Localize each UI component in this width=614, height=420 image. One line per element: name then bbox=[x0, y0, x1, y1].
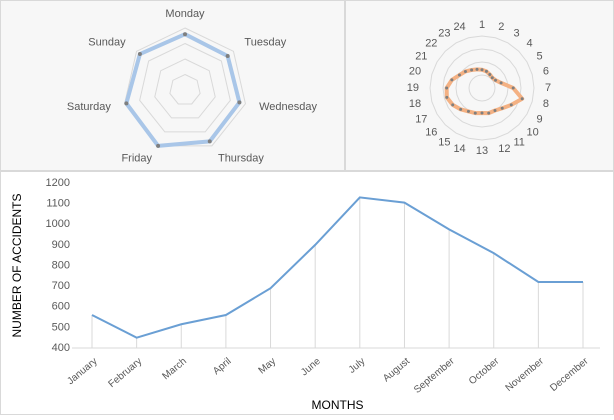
category-label: 19 bbox=[407, 82, 419, 94]
radar-point bbox=[459, 107, 463, 111]
y-tick-label: 600 bbox=[52, 301, 70, 313]
category-label: 4 bbox=[527, 37, 533, 49]
category-label: 11 bbox=[514, 136, 525, 148]
radar-point bbox=[490, 76, 494, 80]
category-label: Thursday bbox=[218, 152, 264, 164]
radar-point bbox=[487, 111, 491, 115]
radar-point bbox=[445, 95, 449, 99]
radar-ring bbox=[124, 27, 246, 147]
radar-point bbox=[500, 106, 504, 110]
radar-ring bbox=[429, 35, 535, 141]
panel-bottom bbox=[0, 171, 614, 415]
radar-ring bbox=[169, 73, 201, 105]
y-tick-label: 400 bbox=[52, 342, 70, 354]
panel-left bbox=[0, 0, 345, 171]
category-label: Saturday bbox=[67, 101, 112, 113]
y-tick-label: 900 bbox=[52, 239, 70, 251]
x-axis-title: MONTHS bbox=[312, 398, 364, 412]
panel-right bbox=[345, 0, 614, 171]
radar-point bbox=[225, 53, 230, 58]
category-label: 3 bbox=[514, 27, 520, 39]
category-label: 12 bbox=[498, 143, 510, 155]
category-label: 17 bbox=[415, 113, 427, 125]
category-label: 20 bbox=[409, 66, 421, 78]
radar-point bbox=[509, 103, 513, 107]
radar-point bbox=[475, 67, 479, 71]
category-label: 1 bbox=[479, 19, 485, 31]
category-label: 13 bbox=[476, 145, 488, 157]
y-axis-title: NUMBER OF ACCIDENTS bbox=[10, 193, 24, 337]
radar-ring bbox=[442, 48, 522, 128]
category-label: 2 bbox=[498, 21, 504, 33]
radar-point bbox=[494, 78, 498, 82]
radar-point bbox=[457, 73, 461, 77]
y-tick-label: 800 bbox=[52, 259, 70, 271]
category-label: 5 bbox=[537, 50, 543, 62]
category-label: 14 bbox=[453, 143, 465, 155]
radar-point bbox=[207, 139, 212, 144]
category-label: 15 bbox=[438, 136, 450, 148]
radar-point bbox=[520, 97, 524, 101]
radar-point bbox=[445, 86, 449, 90]
radar-point bbox=[451, 103, 455, 107]
category-label: 9 bbox=[537, 113, 543, 125]
radar-ring bbox=[154, 58, 216, 119]
radar-point bbox=[480, 68, 484, 72]
y-tick-label: 700 bbox=[52, 280, 70, 292]
radar-point bbox=[450, 78, 454, 82]
radar-area bbox=[124, 32, 242, 148]
category-label: 18 bbox=[409, 98, 421, 110]
radar-point bbox=[466, 109, 470, 113]
radar-point bbox=[493, 109, 497, 113]
radar-ring bbox=[139, 42, 231, 133]
category-label: 21 bbox=[415, 50, 427, 62]
category-label: Sunday bbox=[88, 37, 126, 49]
category-label: 24 bbox=[453, 21, 465, 33]
category-label: 8 bbox=[543, 98, 549, 110]
radar-point bbox=[183, 32, 187, 37]
line-series bbox=[91, 196, 583, 339]
radar-point bbox=[488, 72, 492, 76]
radar-point bbox=[480, 111, 484, 115]
radar-point bbox=[463, 69, 467, 73]
radar-point bbox=[511, 86, 515, 90]
category-label: Monday bbox=[165, 8, 205, 20]
category-label: 7 bbox=[545, 82, 551, 94]
radar-point bbox=[124, 101, 129, 106]
y-tick-label: 500 bbox=[52, 321, 70, 333]
radar-point bbox=[137, 52, 142, 57]
radar-ring bbox=[468, 74, 496, 102]
category-label: 23 bbox=[438, 27, 450, 39]
category-label: Tuesday bbox=[244, 37, 286, 49]
radar-point bbox=[470, 68, 474, 72]
radar-point bbox=[484, 69, 488, 73]
category-label: Wednesday bbox=[259, 101, 317, 113]
category-label: 10 bbox=[527, 126, 539, 138]
category-label: 22 bbox=[425, 37, 437, 49]
radar-point bbox=[473, 111, 477, 115]
y-tick-label: 1100 bbox=[46, 198, 70, 210]
radar-point bbox=[499, 81, 503, 85]
y-tick-label: 1200 bbox=[46, 177, 70, 189]
radar-point bbox=[237, 100, 242, 105]
y-tick-label: 1000 bbox=[46, 218, 70, 230]
category-label: Friday bbox=[121, 152, 152, 164]
category-label: 6 bbox=[543, 66, 549, 78]
category-label: 16 bbox=[425, 126, 437, 138]
radar-point bbox=[156, 143, 161, 148]
